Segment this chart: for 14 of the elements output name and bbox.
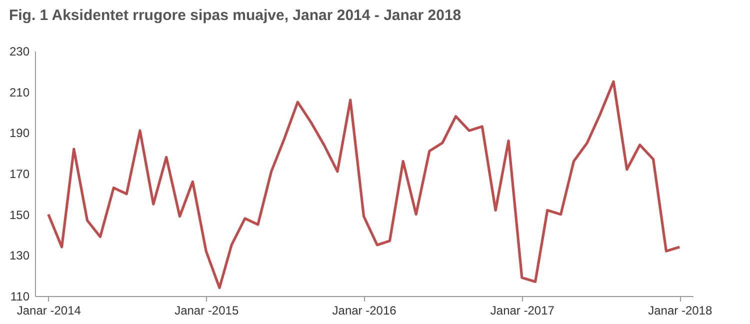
chart-title: Fig. 1 Aksidentet rrugore sipas muajve, Janar 2014 - Janar 2018 bbox=[8, 7, 462, 24]
x-tick-label: Janar -2018 bbox=[648, 304, 712, 318]
y-tick-label: 170 bbox=[9, 167, 30, 181]
x-tick-label: Janar -2016 bbox=[332, 304, 397, 318]
y-tick-label: 190 bbox=[9, 126, 30, 140]
y-tick-label: 130 bbox=[9, 248, 30, 263]
y-tick-label: 110 bbox=[10, 290, 30, 304]
y-tick-label: 230 bbox=[9, 44, 30, 58]
x-tick-label: Janar -2017 bbox=[490, 304, 555, 318]
y-tick-label: 210 bbox=[9, 85, 30, 100]
y-tick-label: 150 bbox=[9, 208, 30, 222]
x-tick-label: Janar -2014 bbox=[16, 304, 82, 318]
line-series bbox=[47, 80, 681, 290]
x-tick-label: Janar -2015 bbox=[174, 304, 239, 318]
